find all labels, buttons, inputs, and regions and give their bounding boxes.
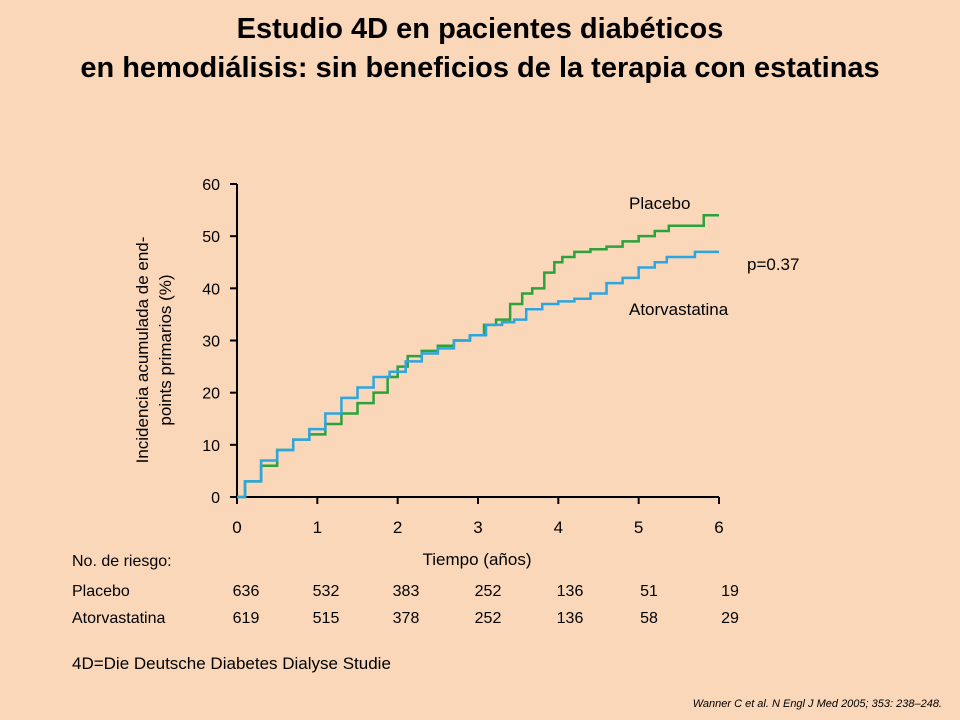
y-tick-label: 30 [202, 334, 220, 351]
y-tick-label: 20 [202, 386, 220, 403]
chart-axes [230, 183, 720, 504]
title-line-1: Estudio 4D en pacientes diabéticos [236, 13, 724, 45]
x-tick-label: 3 [473, 518, 482, 537]
chart-series [237, 214, 719, 499]
series-line-atorvastatina [237, 250, 719, 499]
y-tick-label: 0 [211, 490, 220, 507]
risk-value: 136 [556, 610, 584, 627]
risk-value: 136 [556, 583, 584, 600]
risk-value: 378 [392, 610, 420, 627]
risk-value: 29 [721, 610, 739, 627]
risk-table-title: No. de riesgo: [72, 553, 172, 570]
y-axis-label-line-1: Incidencia acumulada de end- [133, 237, 152, 464]
chart-labels: 0 10 20 30 40 50 60 0 1 2 3 4 5 6 Placebo Atorvastatina… [133, 177, 799, 569]
x-tick-label: 5 [634, 518, 643, 537]
x-tick-label: 1 [313, 518, 322, 537]
risk-value: 19 [721, 583, 739, 600]
y-axis-label: Incidencia acumulada de end-points prima… [133, 237, 175, 464]
risk-value: 252 [474, 583, 502, 600]
y-tick-label: 10 [202, 438, 220, 455]
y-tick-label: 40 [202, 281, 220, 298]
x-tick-label: 4 [554, 518, 563, 537]
risk-value: 58 [640, 610, 658, 627]
x-axis-label: Tiempo (años) [423, 550, 532, 569]
slide-title: Estudio 4D en pacientes diabéticos en he… [0, 10, 960, 88]
p-value-annotation: p=0.37 [747, 255, 799, 274]
x-tick-label: 2 [393, 518, 402, 537]
y-tick-label: 60 [202, 177, 220, 194]
risk-value: 619 [232, 610, 260, 627]
title-line-2: en hemodiálisis: sin beneficios de la te… [80, 52, 880, 84]
series-label-placebo: Placebo [629, 194, 690, 213]
x-tick-label: 0 [232, 518, 241, 537]
series-line-placebo [237, 214, 719, 499]
y-axis-label-line-2: points primarios (%) [156, 274, 175, 425]
series-label-atorvastatina: Atorvastatina [629, 300, 729, 319]
citation: Wanner C et al. N Engl J Med 2005; 353: … [692, 698, 942, 710]
x-tick-label: 6 [714, 518, 723, 537]
risk-value: 383 [392, 583, 420, 600]
risk-row-label: Atorvastatina [72, 610, 166, 627]
risk-value: 515 [312, 610, 340, 627]
risk-value: 51 [640, 583, 658, 600]
y-tick-label: 50 [202, 229, 220, 246]
risk-value: 532 [312, 583, 340, 600]
footnote: 4D=Die Deutsche Diabetes Dialyse Studie [72, 654, 391, 673]
risk-value: 252 [474, 610, 502, 627]
risk-row-label: Placebo [72, 583, 130, 600]
risk-value: 636 [232, 583, 260, 600]
